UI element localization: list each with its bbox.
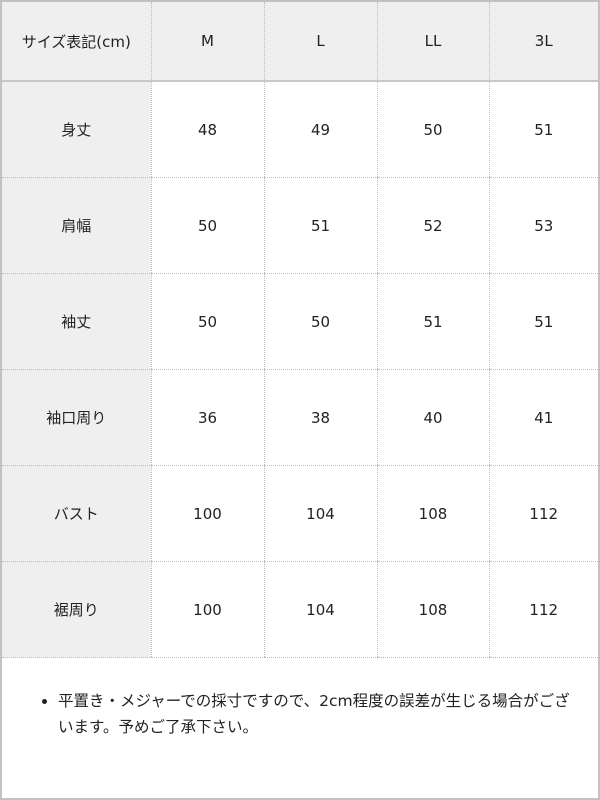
size-value: 51 [488,81,598,178]
note-item: 平置き・メジャーでの採寸ですので、2cm程度の誤差が生じる場合がございます。予め… [58,688,582,740]
row-label: 袖口周り [2,369,151,466]
size-value: 50 [263,273,377,370]
size-value: 50 [376,81,489,178]
table-row: 身丈 48 49 50 51 [2,81,598,178]
size-value: 51 [376,273,489,370]
size-value: 48 [150,81,264,178]
header-cell: サイズ表記(cm) [2,2,151,82]
size-value: 49 [263,81,377,178]
header-row: サイズ表記(cm) M L LL 3L [2,2,598,82]
measurement-note: 平置き・メジャーでの採寸ですので、2cm程度の誤差が生じる場合がございます。予め… [42,688,582,740]
size-value: 41 [488,369,598,466]
header-cell: LL [376,2,489,82]
size-table: サイズ表記(cm) M L LL 3L 身丈 48 49 50 51 肩幅 50 51 52 53 袖丈 50 5… [2,2,598,658]
table-row: 袖口周り 36 38 40 41 [2,369,598,466]
header-cell: 3L [488,2,598,82]
size-value: 36 [150,369,264,466]
size-value: 52 [376,177,489,274]
size-value: 100 [150,465,264,562]
table-row: バスト 100 104 108 112 [2,465,598,562]
size-value: 50 [150,273,264,370]
size-value: 53 [488,177,598,274]
row-label: 肩幅 [2,177,151,274]
size-value: 40 [376,369,489,466]
header-cell: L [263,2,377,82]
size-value: 112 [488,561,598,658]
size-value: 50 [150,177,264,274]
table-row: 袖丈 50 50 51 51 [2,273,598,370]
size-value: 104 [263,561,377,658]
table-row: 肩幅 50 51 52 53 [2,177,598,274]
size-value: 51 [488,273,598,370]
row-label: 裾周り [2,561,151,658]
row-label: 身丈 [2,81,151,178]
size-value: 112 [488,465,598,562]
row-label: 袖丈 [2,273,151,370]
size-value: 51 [263,177,377,274]
size-value: 38 [263,369,377,466]
row-label: バスト [2,465,151,562]
table-row: 裾周り 100 104 108 112 [2,561,598,658]
header-cell: M [150,2,264,82]
size-value: 100 [150,561,264,658]
size-value: 108 [376,465,489,562]
size-value: 104 [263,465,377,562]
size-value: 108 [376,561,489,658]
